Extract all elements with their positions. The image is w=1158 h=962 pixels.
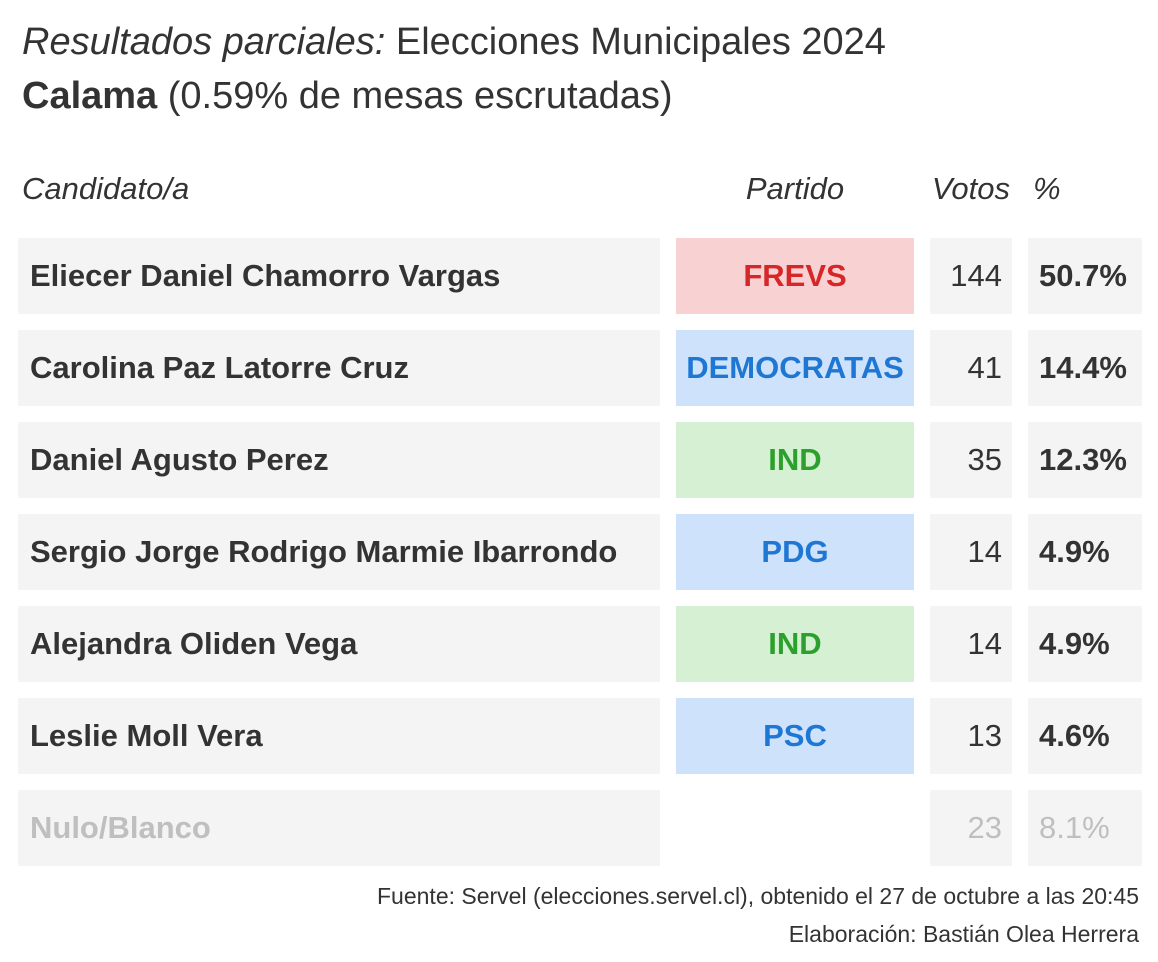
header-candidate: Candidato/a [22, 171, 190, 206]
party-badge: IND [676, 422, 914, 498]
subtitle-detail: (0.59% de mesas escrutadas) [157, 75, 673, 117]
votes-count: 14 [930, 514, 1012, 590]
candidate-name: Eliecer Daniel Chamorro Vargas [18, 238, 660, 314]
vote-percent: 8.1% [1028, 790, 1142, 866]
party-badge: PDG [676, 514, 914, 590]
table-row: Daniel Agusto Perez IND 35 12.3% [0, 422, 1158, 498]
votes-count: 144 [930, 238, 1012, 314]
page-title: Resultados parciales: Elecciones Municip… [22, 20, 886, 64]
vote-percent: 4.9% [1028, 514, 1142, 590]
table-row: Alejandra Oliden Vega IND 14 4.9% [0, 606, 1158, 682]
table-row: Eliecer Daniel Chamorro Vargas FREVS 144 50… [0, 238, 1158, 314]
party-badge: IND [676, 606, 914, 682]
candidate-name: Carolina Paz Latorre Cruz [18, 330, 660, 406]
candidate-name: Daniel Agusto Perez [18, 422, 660, 498]
vote-percent: 4.6% [1028, 698, 1142, 774]
table-row: Sergio Jorge Rodrigo Marmie Ibarrondo PDG… [0, 514, 1158, 590]
table-row: Leslie Moll Vera PSC 13 4.6% [0, 698, 1158, 774]
votes-count: 35 [930, 422, 1012, 498]
party-badge: FREVS [676, 238, 914, 314]
table-row: Nulo/Blanco 23 8.1% [0, 790, 1158, 866]
candidate-name: Leslie Moll Vera [18, 698, 660, 774]
vote-percent: 4.9% [1028, 606, 1142, 682]
party-badge [676, 790, 914, 866]
title-main: Elecciones Municipales 2024 [385, 21, 886, 63]
party-badge: PSC [676, 698, 914, 774]
page-subtitle: Calama (0.59% de mesas escrutadas) [22, 74, 673, 118]
title-prefix: Resultados parciales: [22, 21, 386, 63]
party-badge: DEMOCRATAS [676, 330, 914, 406]
vote-percent: 50.7% [1028, 238, 1142, 314]
table-row: Carolina Paz Latorre Cruz DEMOCRATAS 41 14.… [0, 330, 1158, 406]
vote-percent: 12.3% [1028, 422, 1142, 498]
footer-credit: Elaboración: Bastián Olea Herrera [788, 921, 1139, 947]
header-percent: % [1033, 171, 1061, 206]
candidate-name: Alejandra Oliden Vega [18, 606, 660, 682]
votes-count: 13 [930, 698, 1012, 774]
header-party: Partido [745, 171, 845, 206]
votes-count: 23 [930, 790, 1012, 866]
header-votes: Votos [931, 171, 1010, 206]
subtitle-city: Calama [22, 75, 158, 117]
footer-source: Fuente: Servel (elecciones.servel.cl), o… [377, 883, 1139, 909]
votes-count: 41 [930, 330, 1012, 406]
vote-percent: 14.4% [1028, 330, 1142, 406]
votes-count: 14 [930, 606, 1012, 682]
candidate-name: Sergio Jorge Rodrigo Marmie Ibarrondo [18, 514, 660, 590]
candidate-name: Nulo/Blanco [18, 790, 660, 866]
